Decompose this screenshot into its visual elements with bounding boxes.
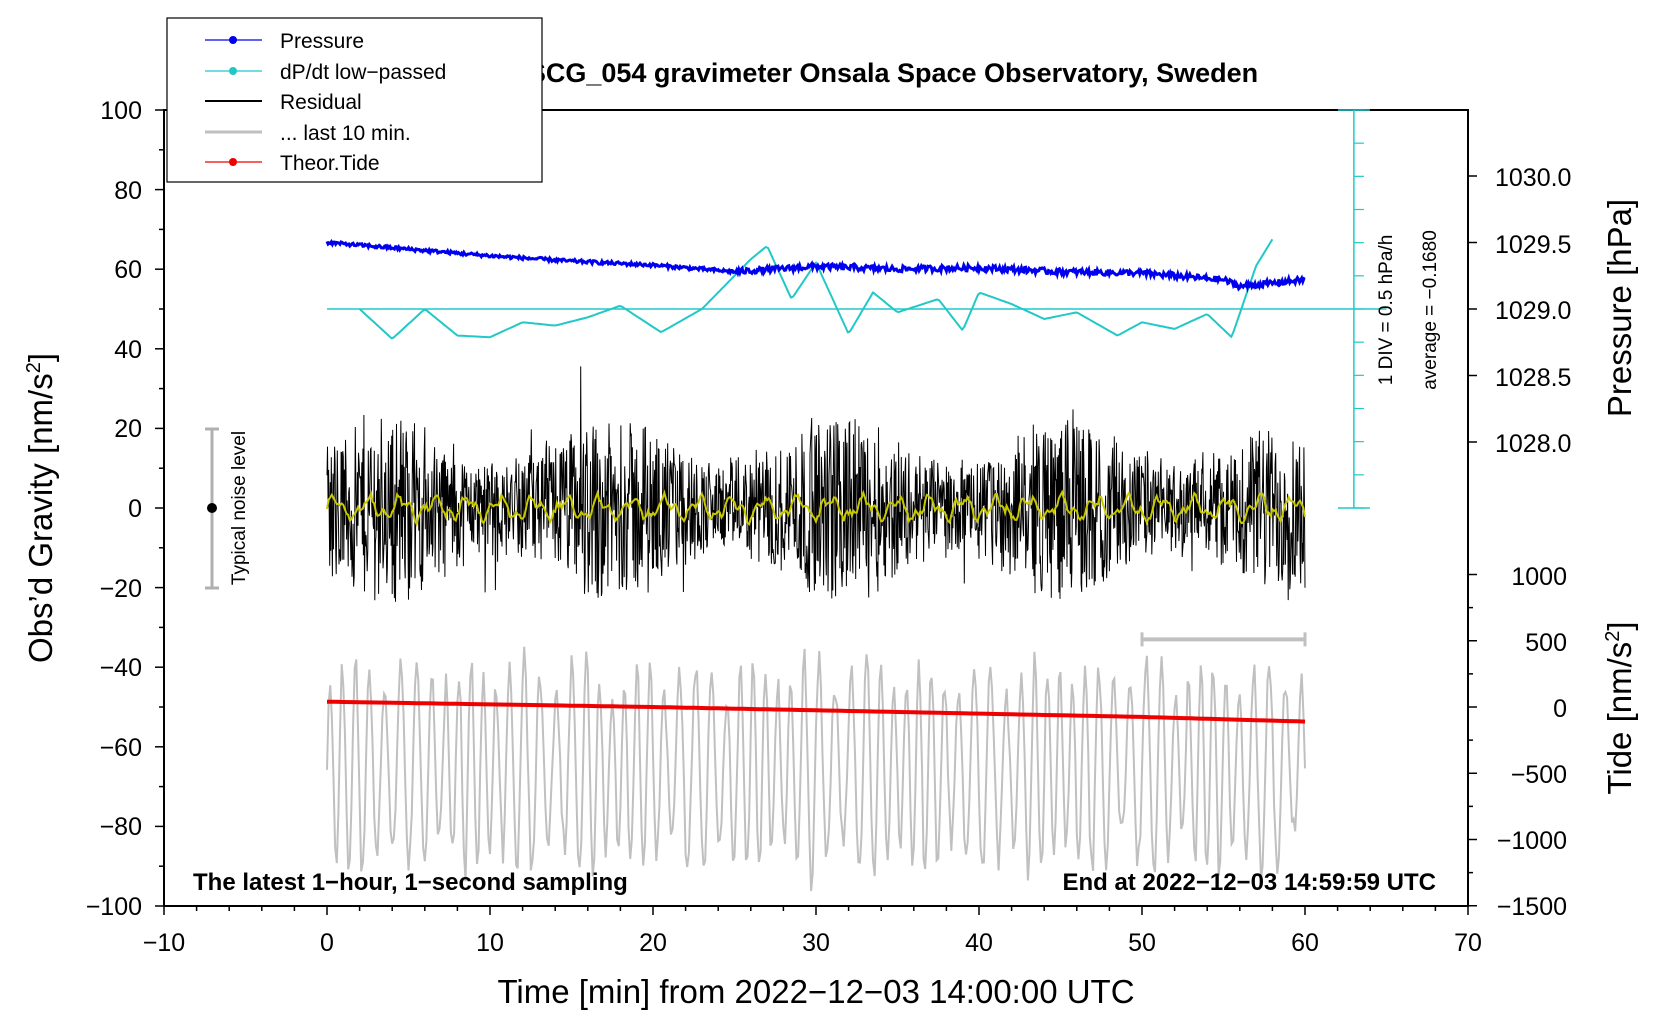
x-tick-label: 60 (1291, 929, 1319, 957)
x-tick-label: 0 (320, 929, 334, 957)
x-tick-label: 70 (1454, 929, 1482, 957)
tide-tick-label: 0 (1553, 695, 1567, 723)
x-tick-label: 20 (639, 929, 667, 957)
pressure-layer (325, 238, 1306, 293)
legend: Pressure dP/dt low−passed Residual ... l… (166, 17, 543, 183)
y-left-tick-label: 80 (114, 177, 142, 205)
x-tick-labels: −10 0 10 20 30 40 50 60 70 (143, 929, 1482, 957)
tick-marks (155, 109, 1477, 915)
tide-axis-title-text: Tide [nm/s2] (1601, 621, 1638, 794)
x-axis-title: Time [min] from 2022−12−03 14:00:00 UTC (497, 973, 1134, 1010)
y-left-axis-title-close: ] (22, 353, 59, 362)
x-tick-label: 10 (476, 929, 504, 957)
legend-label-last10: ... last 10 min. (280, 122, 411, 145)
tide-tick-label: −500 (1511, 761, 1567, 789)
x-tick-label: 30 (802, 929, 830, 957)
dpdt-series (358, 238, 1274, 340)
legend-dot-tide (229, 158, 237, 166)
x-tick-label: −10 (143, 929, 185, 957)
y-left-tick-label: −40 (100, 654, 142, 682)
y-left-tick-label: −80 (100, 813, 142, 841)
tide-series (326, 699, 1306, 724)
tide-axis-title: Tide [nm/s2] (1601, 621, 1638, 794)
tide-axis-title-main: Tide [nm/s (1601, 642, 1638, 795)
noise-level-label: Typical noise level (229, 431, 250, 585)
pressure-series (325, 238, 1306, 293)
y-left-tick-label: −100 (86, 893, 142, 921)
pressure-tick-labels: 1028.0 1028.5 1029.0 1029.5 1030.0 (1495, 164, 1571, 458)
y-left-tick-label: −60 (100, 734, 142, 762)
y-left-tick-label: 0 (128, 495, 142, 523)
dpdt-layer (358, 238, 1274, 340)
footer-right: End at 2022−12−03 14:59:59 UTC (1062, 869, 1436, 896)
pressure-tick-label: 1030.0 (1495, 164, 1571, 192)
y-left-tick-label: 60 (114, 256, 142, 284)
tide-tick-label: −1500 (1497, 893, 1567, 921)
chart-title: SCG_054 gravimeter Onsala Space Observat… (528, 58, 1258, 88)
tide-tick-labels: −1500 −1000 −500 0 500 1000 (1497, 563, 1567, 921)
y-left-tick-label: 100 (100, 97, 142, 125)
noise-level-indicator: Typical noise level (205, 427, 250, 590)
last-10-min-layer (326, 646, 1306, 892)
y-left-tick-labels: −100 −80 −60 −40 −20 0 20 40 60 80 100 (86, 97, 142, 921)
smoothed-residual-series (326, 489, 1306, 528)
legend-label-tide: Theor.Tide (280, 152, 380, 175)
legend-dot-pressure (229, 36, 237, 44)
y-left-axis-title: Obs’d Gravity [nm/s2] (22, 353, 59, 663)
y-left-tick-label: 20 (114, 415, 142, 443)
y-left-axis-title-text: Obs’d Gravity [nm/s2] (22, 353, 59, 663)
y-left-axis-title-sup: 2 (23, 362, 45, 373)
pressure-tick-label: 1028.0 (1495, 430, 1571, 458)
pressure-axis-title-text: Pressure [hPa] (1601, 199, 1638, 417)
pressure-tick-label: 1029.0 (1495, 297, 1571, 325)
legend-label-dpdt: dP/dt low−passed (280, 61, 446, 84)
tide-tick-label: 500 (1525, 629, 1567, 657)
tide-layer (326, 699, 1306, 724)
noise-center-dot (207, 503, 217, 513)
y-left-axis-title-main: Obs’d Gravity [nm/s (22, 373, 59, 663)
tide-tick-label: −1000 (1497, 827, 1567, 855)
pressure-axis-title: Pressure [hPa] (1601, 199, 1638, 417)
y-left-tick-label: 40 (114, 336, 142, 364)
legend-dot-dpdt (229, 67, 237, 75)
tide-axis-title-sup: 2 (1602, 631, 1624, 642)
residual-layer (326, 366, 1306, 602)
smoothed-residual-layer (326, 489, 1306, 528)
pressure-tick-label: 1028.5 (1495, 364, 1571, 392)
footer-left: The latest 1−hour, 1−second sampling (193, 869, 628, 896)
tide-axis-title-close: ] (1601, 621, 1638, 630)
x-tick-label: 50 (1128, 929, 1156, 957)
div-scale-label: 1 DIV = 0.5 hPa/h (1376, 235, 1397, 386)
legend-label-pressure: Pressure (280, 30, 364, 53)
x-tick-label: 40 (965, 929, 993, 957)
average-label: average = −0.1680 (1420, 230, 1441, 390)
y-left-tick-label: −20 (100, 575, 142, 603)
last-10-min-marker (1140, 632, 1307, 647)
residual-series (326, 366, 1306, 602)
tide-tick-label: 1000 (1511, 563, 1567, 591)
legend-label-residual: Residual (280, 91, 362, 114)
last-10-min-series (326, 646, 1306, 892)
pressure-tick-label: 1029.5 (1495, 231, 1571, 259)
dpdt-scale-axis (327, 109, 1387, 509)
